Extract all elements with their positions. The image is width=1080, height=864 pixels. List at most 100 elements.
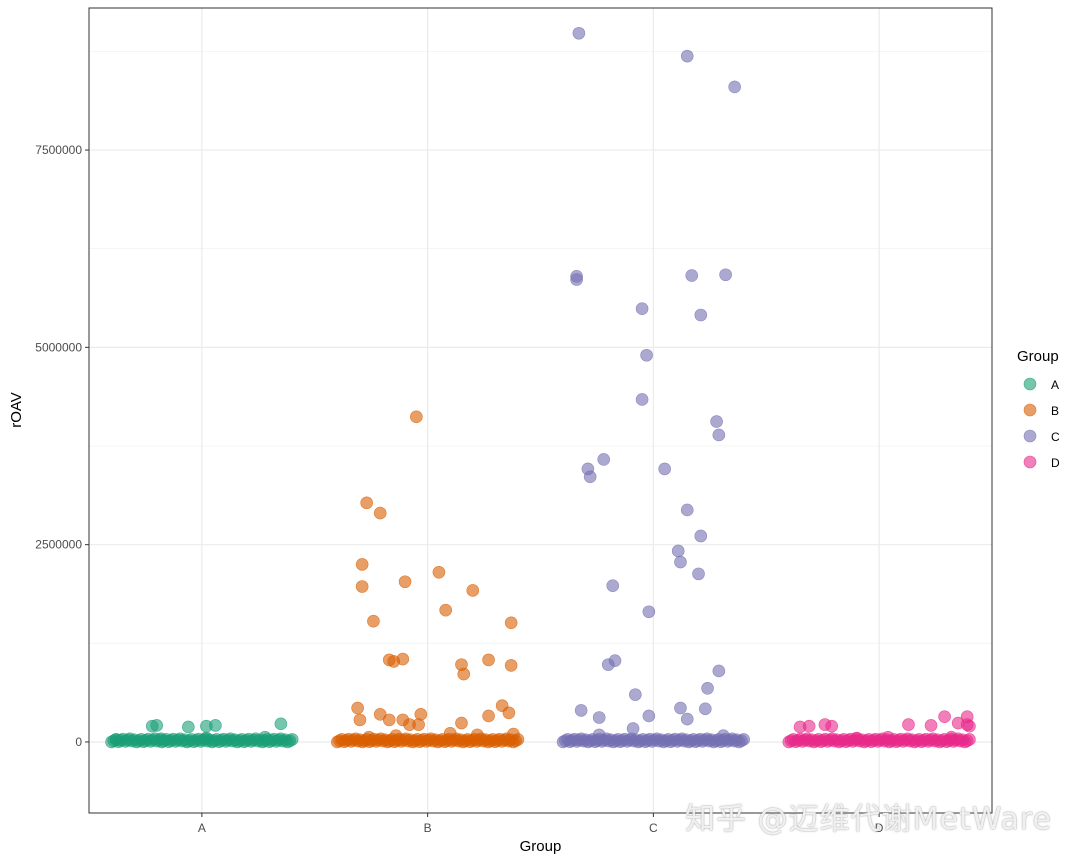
data-point <box>881 730 895 744</box>
data-point <box>902 718 915 731</box>
data-point <box>924 719 938 732</box>
series-D <box>782 710 976 749</box>
watermark-text: 知乎 @迈维代谢MetWare <box>685 802 1052 837</box>
x-tick-label: D <box>875 821 884 835</box>
data-point <box>719 268 732 282</box>
data-point <box>626 722 640 735</box>
data-point <box>601 658 615 671</box>
data-point <box>570 273 583 286</box>
x-axis: A B C D <box>198 813 884 835</box>
data-point <box>373 506 387 520</box>
data-point <box>351 701 364 715</box>
data-point <box>398 575 412 589</box>
data-point <box>482 709 495 723</box>
data-point <box>414 708 428 721</box>
data-point <box>209 719 222 732</box>
data-point <box>457 667 471 681</box>
data-point <box>825 719 839 733</box>
data-point <box>396 652 410 666</box>
data-point <box>629 688 642 701</box>
x-tick-label: B <box>424 821 432 835</box>
data-point <box>737 733 750 746</box>
data-point <box>355 580 369 593</box>
data-point <box>455 716 468 730</box>
legend-label-A: A <box>1051 378 1059 392</box>
panel-border <box>88 7 993 814</box>
series-C <box>556 26 750 749</box>
y-tick-label: 5000000 <box>35 340 82 354</box>
data-point <box>680 49 694 63</box>
data-point <box>606 579 620 593</box>
data-point <box>963 719 976 733</box>
data-point <box>412 718 425 731</box>
legend-key-B <box>1023 403 1037 417</box>
y-axis: 0 2500000 5000000 7500000 <box>35 143 89 749</box>
data-point <box>674 701 687 715</box>
data-point <box>410 410 423 424</box>
data-point <box>938 710 951 724</box>
data-point <box>635 302 649 315</box>
data-point <box>692 567 705 581</box>
data-point <box>572 26 586 40</box>
data-point <box>728 80 741 94</box>
data-point <box>640 348 653 362</box>
data-point <box>680 503 694 517</box>
data-point <box>182 720 195 734</box>
legend-label-D: D <box>1051 456 1060 470</box>
data-point <box>680 712 694 726</box>
data-point <box>504 659 518 672</box>
data-point <box>355 558 369 571</box>
data-point <box>504 616 518 630</box>
data-point <box>597 453 611 466</box>
series-A <box>105 717 299 749</box>
data-point <box>701 682 714 695</box>
data-point <box>658 462 671 476</box>
data-point <box>443 726 457 740</box>
legend-key-D <box>1023 455 1037 469</box>
legend-label-C: C <box>1051 430 1060 444</box>
data-point <box>710 415 723 428</box>
data-point <box>642 709 656 723</box>
legend-title: Group <box>1017 348 1059 365</box>
y-axis-label: rOAV <box>8 392 25 428</box>
data-point <box>674 555 687 569</box>
x-tick-label: C <box>649 821 658 835</box>
data-point <box>685 269 699 282</box>
data-point <box>466 584 480 597</box>
data-point <box>154 732 168 746</box>
data-point <box>592 728 606 742</box>
data-point <box>367 614 380 628</box>
data-point <box>109 733 123 746</box>
legend-label-B: B <box>1051 404 1059 418</box>
data-point <box>592 711 606 724</box>
data-point <box>642 605 656 619</box>
data-point <box>353 713 367 727</box>
series-B <box>331 410 525 749</box>
data-point <box>439 603 452 617</box>
x-tick-label: A <box>198 821 206 835</box>
data-point <box>802 719 816 733</box>
data-point <box>850 731 863 745</box>
y-tick-label: 2500000 <box>35 538 82 552</box>
data-points <box>105 26 976 749</box>
legend-key-C <box>1023 429 1037 443</box>
data-point <box>482 653 495 667</box>
data-point <box>507 727 520 741</box>
grid-lines <box>89 8 992 813</box>
data-point <box>694 529 708 543</box>
data-point <box>389 729 403 742</box>
data-point <box>274 717 288 731</box>
data-point <box>945 730 958 744</box>
data-point <box>470 728 484 742</box>
data-point <box>285 733 299 746</box>
data-point <box>712 428 726 442</box>
data-point <box>574 704 588 717</box>
data-point <box>200 731 213 745</box>
data-point <box>362 730 376 744</box>
data-point <box>717 729 730 742</box>
legend-key-A <box>1023 377 1037 391</box>
data-point <box>150 719 164 732</box>
y-tick-label: 0 <box>75 735 82 749</box>
